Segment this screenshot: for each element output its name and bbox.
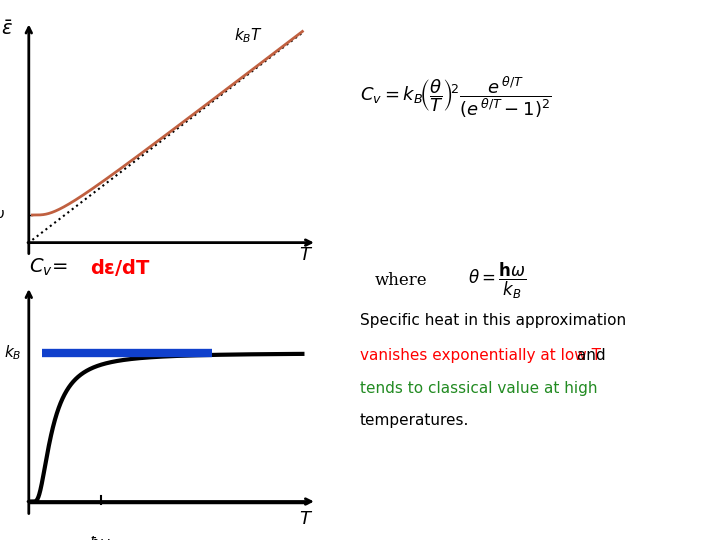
Text: Specific heat in this approximation: Specific heat in this approximation xyxy=(360,313,626,328)
Text: vanishes exponentially at low T: vanishes exponentially at low T xyxy=(360,348,601,363)
Text: $T$: $T$ xyxy=(299,246,313,264)
Text: $\mathbf{d\varepsilon/dT}$: $\mathbf{d\varepsilon/dT}$ xyxy=(90,257,151,278)
Text: $k_B$: $k_B$ xyxy=(4,343,22,362)
Text: $k_B T$: $k_B T$ xyxy=(234,26,263,45)
Text: where: where xyxy=(374,272,427,289)
Text: $\frac{1}{2}\hbar\,\omega$: $\frac{1}{2}\hbar\,\omega$ xyxy=(0,203,6,227)
Text: $\bar{\varepsilon}$: $\bar{\varepsilon}$ xyxy=(1,21,13,39)
Text: tends to classical value at high: tends to classical value at high xyxy=(360,381,598,396)
Text: and: and xyxy=(572,348,606,363)
Text: $C_v\!=\,$: $C_v\!=\,$ xyxy=(29,256,68,278)
Text: temperatures.: temperatures. xyxy=(360,413,469,428)
Text: $T$: $T$ xyxy=(299,510,313,528)
Text: $C_v = k_B\!\left(\dfrac{\theta}{T}\right)^{\!2}\dfrac{e^{\,\theta/T}}{\left(e^{: $C_v = k_B\!\left(\dfrac{\theta}{T}\righ… xyxy=(360,75,552,120)
Text: $\dfrac{\hbar\omega}{k_B}$: $\dfrac{\hbar\omega}{k_B}$ xyxy=(89,534,112,540)
Text: $\theta = \dfrac{\mathbf{h}\omega}{k_B}$: $\theta = \dfrac{\mathbf{h}\omega}{k_B}$ xyxy=(468,261,526,301)
